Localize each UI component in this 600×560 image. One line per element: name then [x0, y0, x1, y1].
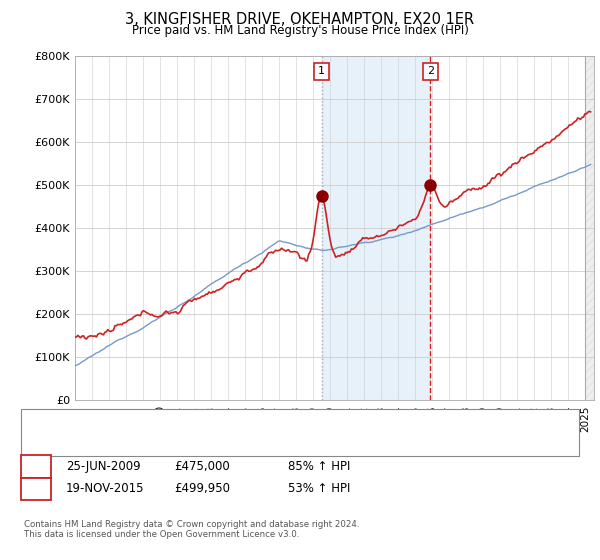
Text: Price paid vs. HM Land Registry's House Price Index (HPI): Price paid vs. HM Land Registry's House …	[131, 24, 469, 37]
Text: 3, KINGFISHER DRIVE, OKEHAMPTON, EX20 1ER: 3, KINGFISHER DRIVE, OKEHAMPTON, EX20 1E…	[125, 12, 475, 27]
Text: 19-NOV-2015: 19-NOV-2015	[66, 482, 145, 496]
Bar	[322, 56, 430, 400]
Text: 1: 1	[32, 460, 40, 473]
Text: 53% ↑ HPI: 53% ↑ HPI	[288, 482, 350, 496]
Text: 25-JUN-2009: 25-JUN-2009	[66, 460, 140, 473]
Text: 85% ↑ HPI: 85% ↑ HPI	[288, 460, 350, 473]
Bar	[586, 56, 599, 400]
Text: Contains HM Land Registry data © Crown copyright and database right 2024.
This d: Contains HM Land Registry data © Crown c…	[24, 520, 359, 539]
Text: 2: 2	[427, 67, 434, 77]
Text: £499,950: £499,950	[174, 482, 230, 496]
Text: HPI: Average price, detached house, West Devon: HPI: Average price, detached house, West…	[69, 435, 324, 445]
Text: 1: 1	[318, 67, 325, 77]
Text: 2: 2	[32, 482, 40, 496]
Text: 3, KINGFISHER DRIVE, OKEHAMPTON, EX20 1ER (detached house): 3, KINGFISHER DRIVE, OKEHAMPTON, EX20 1E…	[69, 418, 412, 428]
Text: £475,000: £475,000	[174, 460, 230, 473]
